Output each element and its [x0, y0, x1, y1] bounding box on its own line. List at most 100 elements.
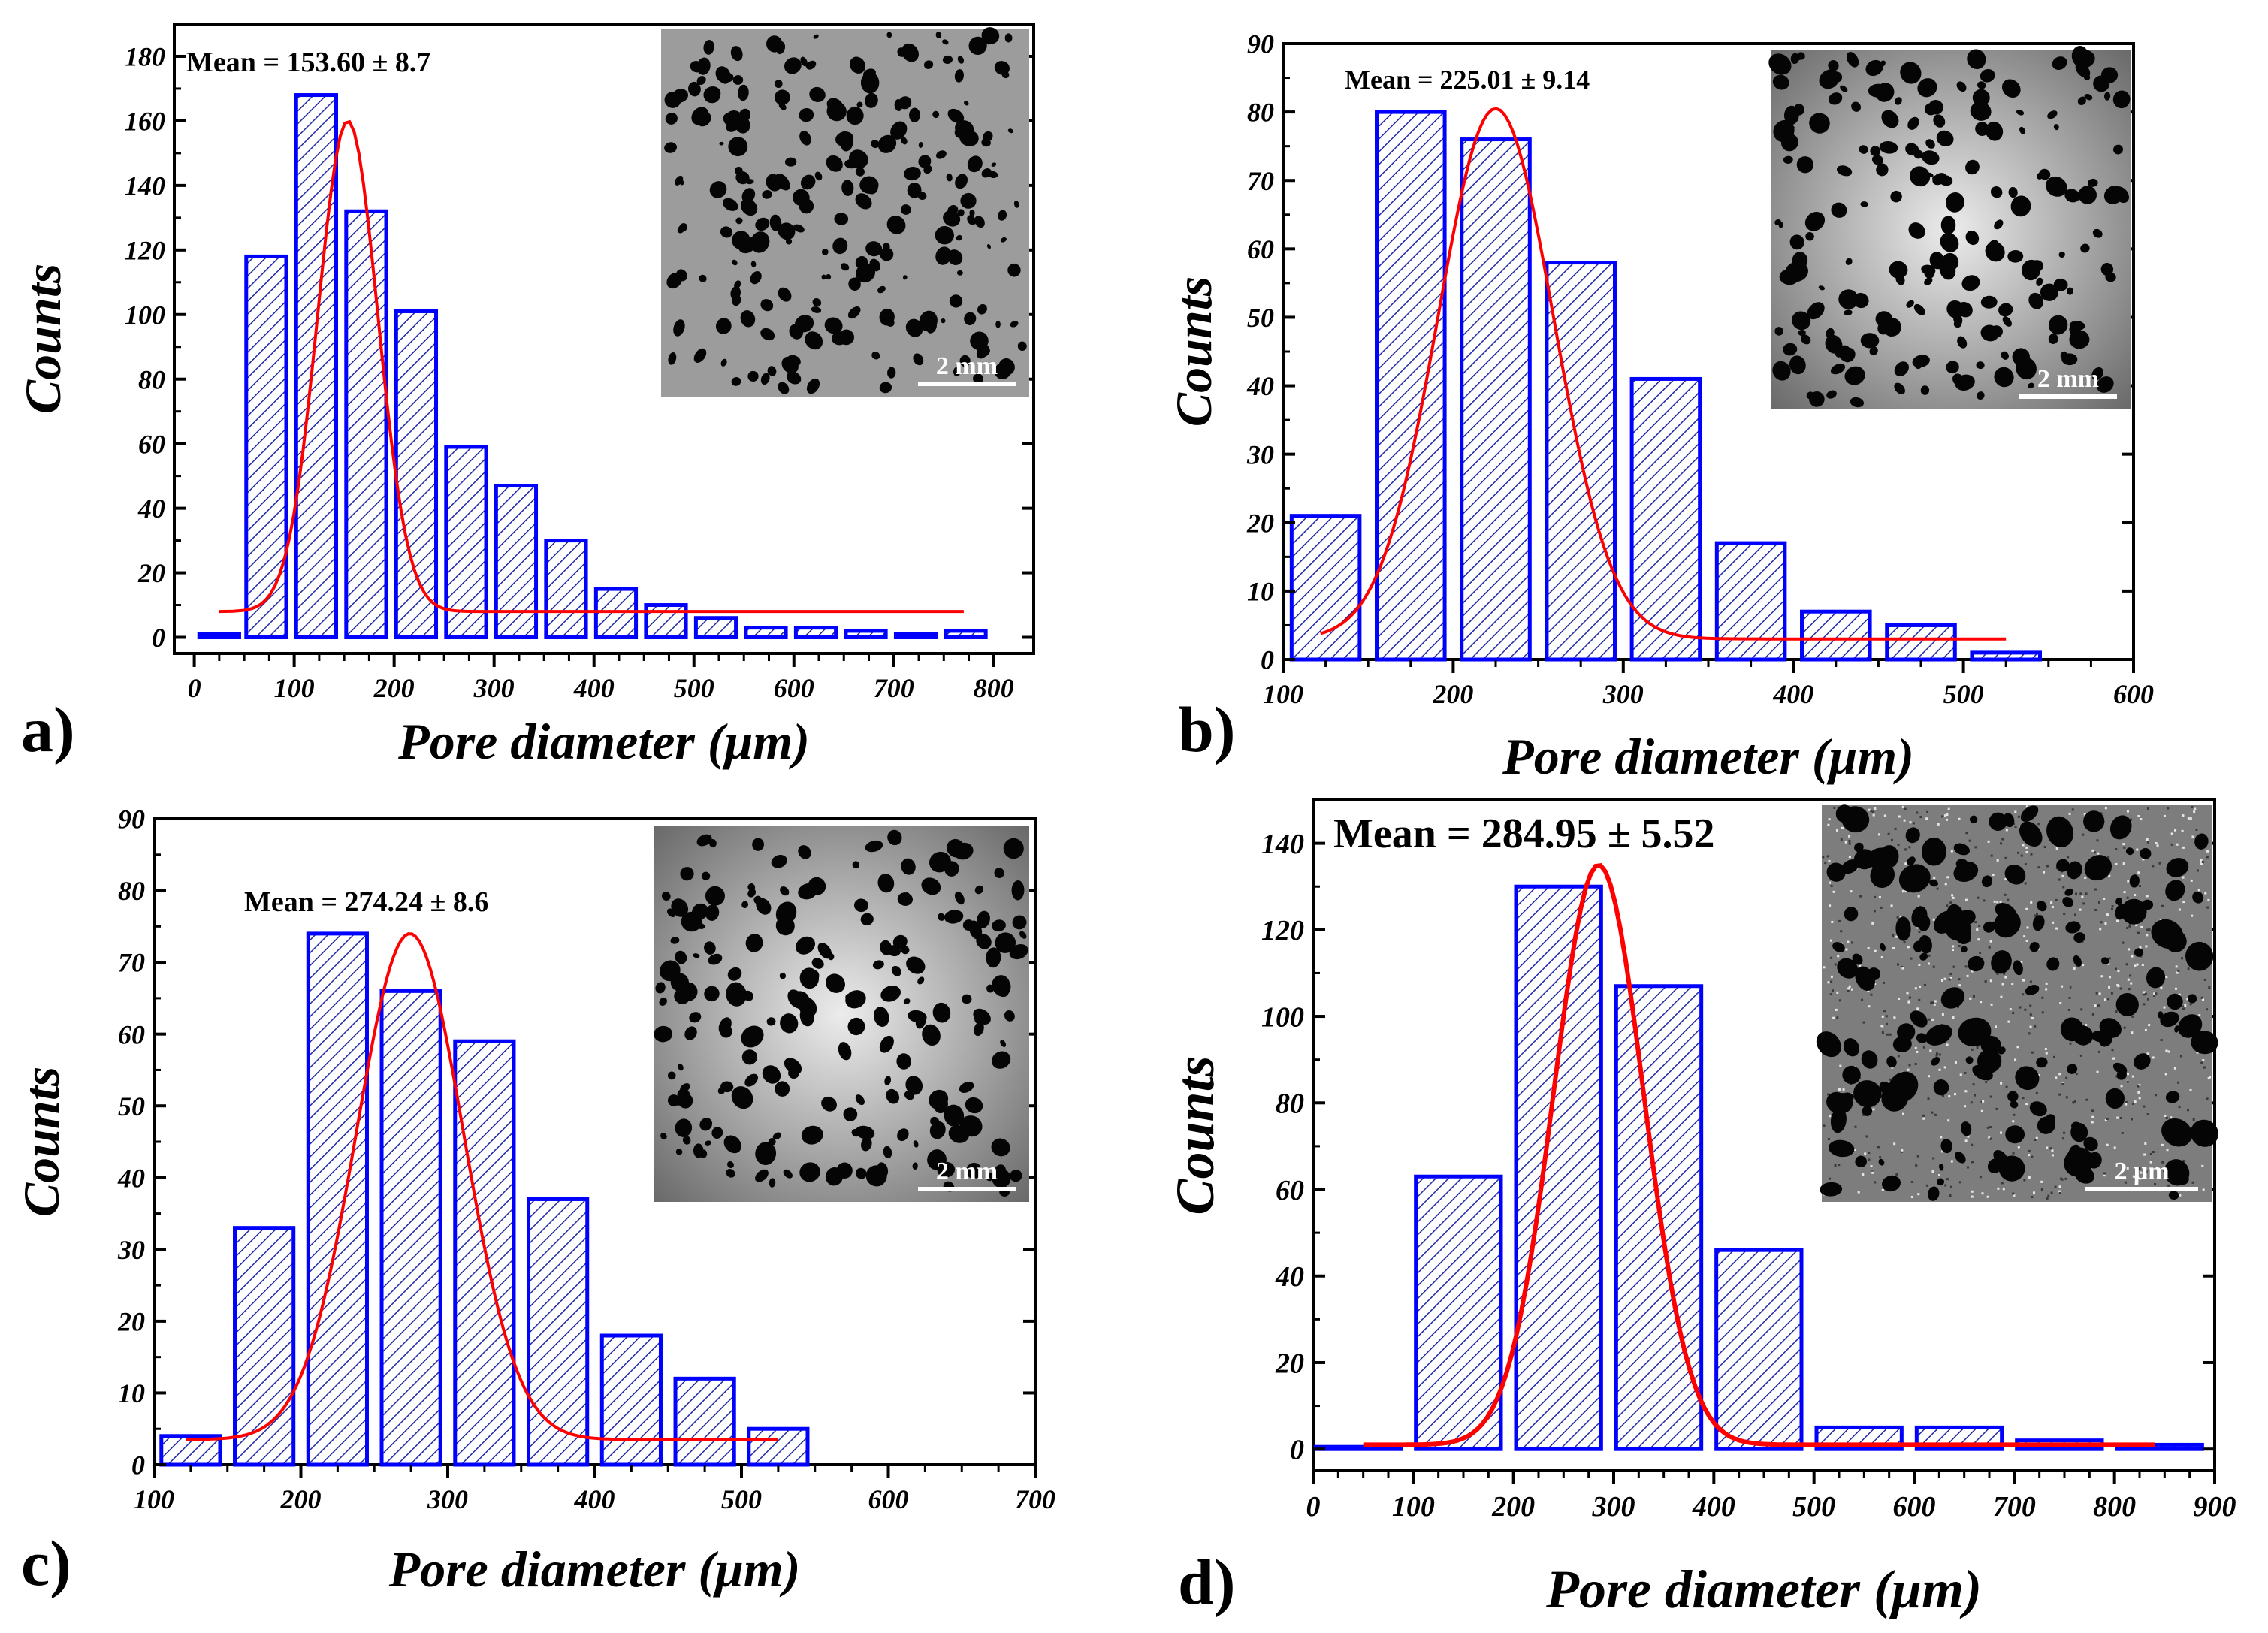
micrograph-speckle — [1996, 901, 1999, 904]
pore-blob — [855, 193, 872, 210]
micrograph-speckle — [2136, 848, 2139, 851]
micrograph-speckle — [1971, 1143, 1974, 1146]
pore-blob — [2192, 891, 2204, 904]
pore-blob — [922, 1024, 941, 1046]
pore-blob — [704, 941, 716, 955]
micrograph-speckle — [2146, 998, 2149, 1001]
micrograph-speckle — [2129, 818, 2132, 821]
micrograph-speckle — [1952, 965, 1955, 968]
micrograph-speckle — [1989, 940, 1992, 943]
micrograph-speckle — [1845, 948, 1848, 951]
pore-blob — [1953, 319, 1962, 328]
x-axis-title: Pore diameter (μm) — [388, 1541, 801, 1598]
micrograph-speckle — [2167, 807, 2170, 810]
pore-blob — [986, 984, 994, 993]
pore-blob — [852, 861, 860, 869]
micrograph-speckle — [2187, 967, 2190, 970]
pore-blob — [932, 110, 940, 119]
pore-blob — [2007, 1091, 2019, 1102]
pore-blob — [684, 1026, 697, 1040]
micrograph-speckle — [2149, 1161, 2152, 1164]
micrograph-speckle — [1889, 1078, 1892, 1081]
pore-blob — [880, 247, 894, 261]
micrograph-speckle — [2094, 888, 2097, 891]
micrograph-speckle — [2163, 814, 2166, 817]
panel-c: 0 10 20 30 40 50 60 70 80 90 100 200 300 400 500 600 700… — [13, 804, 1055, 1599]
scale-bar — [2085, 1187, 2198, 1191]
pore-blob — [2116, 1070, 2127, 1080]
micrograph-speckle — [2017, 1146, 2020, 1149]
micrograph-speckle — [1918, 931, 1921, 934]
micrograph-speckle — [1871, 1171, 1874, 1174]
micrograph-speckle — [1841, 826, 1844, 829]
pore-blob — [696, 834, 712, 847]
micrograph-speckle — [1848, 840, 1851, 843]
pore-blob — [731, 1086, 753, 1109]
pore-blob — [1783, 155, 1793, 164]
micrograph-speckle — [2028, 1176, 2031, 1179]
pore-blob — [1890, 190, 1902, 203]
histogram-bar — [344, 209, 388, 640]
x-tick-label: 300 — [1602, 679, 1644, 709]
pore-blob — [774, 89, 790, 105]
micrograph-speckle — [2131, 1118, 2134, 1121]
micrograph-speckle — [2037, 823, 2040, 826]
pore-blob — [1772, 74, 1789, 90]
pore-blob — [1895, 97, 1902, 105]
micrograph-speckle — [2121, 1131, 2124, 1134]
micrograph-speckle — [2137, 1085, 2140, 1088]
pore-blob — [1820, 1182, 1843, 1197]
micrograph-speckle — [2155, 992, 2158, 995]
pore-blob — [693, 1143, 704, 1158]
pore-blob — [1980, 295, 1998, 309]
x-tick-label: 500 — [674, 673, 714, 703]
micrograph-speckle — [1972, 1083, 1975, 1086]
micrograph-speckle — [1870, 810, 1873, 813]
micrograph-speckle — [1946, 1178, 1949, 1181]
pore-blob — [1954, 925, 1971, 945]
pore-blob — [1878, 1158, 1885, 1166]
pore-blob — [877, 134, 897, 153]
scale-bar-label: 2 μm — [2114, 1158, 2169, 1185]
y-tick-label: 70 — [118, 948, 145, 978]
pore-blob — [2036, 277, 2043, 286]
micrograph-speckle — [1950, 1185, 1953, 1188]
pore-blob — [1911, 906, 1928, 928]
micrograph-speckle — [1838, 1088, 1841, 1091]
pore-blob — [1801, 334, 1811, 345]
pore-blob — [775, 1081, 790, 1097]
micrograph-speckle — [1932, 965, 1935, 968]
pore-blob — [1838, 345, 1852, 361]
micrograph-speckle — [1830, 975, 1833, 978]
micrograph-speckle — [1839, 1064, 1842, 1067]
pore-blob — [855, 1167, 867, 1179]
micrograph-speckle — [1982, 1100, 1985, 1103]
pore-blob — [1832, 1093, 1853, 1114]
pore-blob — [998, 979, 1011, 997]
micrograph-shading — [654, 826, 1029, 1202]
micrograph-speckle — [2031, 1196, 2034, 1199]
pore-blob — [2109, 815, 2132, 840]
pore-blob — [994, 1164, 1006, 1178]
pore-blob — [689, 1012, 702, 1023]
micrograph-speckle — [2097, 852, 2100, 855]
x-axis: 0 100 200 300 400 500 600 700 800 — [188, 654, 1014, 703]
micrograph-speckle — [1971, 1161, 1974, 1164]
histogram-bar — [893, 632, 938, 640]
pore-blob — [672, 89, 689, 103]
micrograph-speckle — [1864, 1152, 1867, 1155]
pore-blob — [1865, 59, 1883, 77]
pore-blob — [730, 46, 743, 62]
micrograph-speckle — [2206, 906, 2209, 909]
micrograph-speckle — [1902, 1112, 1905, 1115]
pore-blob — [1879, 141, 1898, 154]
pore-blob — [1975, 122, 1989, 137]
histogram-bar — [233, 1226, 296, 1467]
pore-blob — [1797, 52, 1805, 60]
pore-blob — [2010, 1100, 2019, 1109]
histogram-bar — [1414, 1174, 1503, 1451]
pore-blob — [1003, 838, 1024, 859]
histogram-bar — [1800, 609, 1872, 662]
x-tick-label: 400 — [1772, 679, 1813, 709]
micrograph-speckle — [2079, 892, 2082, 895]
